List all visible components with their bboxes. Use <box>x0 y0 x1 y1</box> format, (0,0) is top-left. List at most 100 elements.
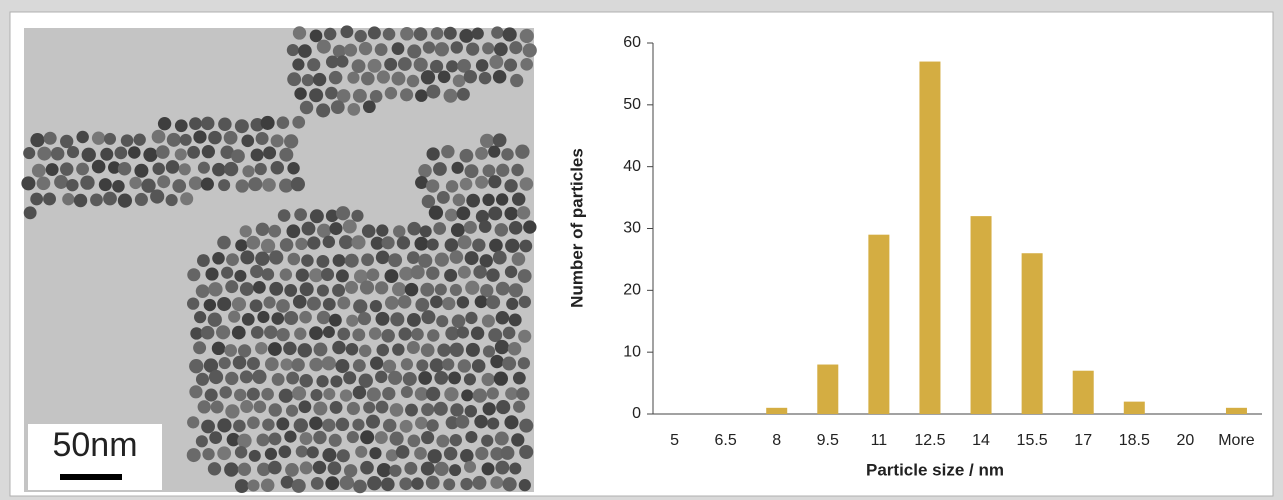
particle <box>496 400 511 415</box>
particle <box>366 268 380 282</box>
particle <box>508 221 523 235</box>
particle <box>221 266 234 279</box>
particle <box>187 416 200 429</box>
particle <box>392 343 405 356</box>
particle <box>489 55 504 69</box>
particle <box>414 387 429 401</box>
y-tick-label: 60 <box>623 34 641 51</box>
particle <box>328 313 342 327</box>
particle <box>313 430 327 445</box>
particle <box>239 282 254 296</box>
particle <box>490 354 504 369</box>
particle <box>449 250 464 264</box>
particle <box>443 478 456 491</box>
particle <box>418 164 432 178</box>
particle <box>389 464 402 477</box>
particle <box>448 371 462 385</box>
particle <box>316 375 329 388</box>
particle <box>370 356 384 370</box>
particle <box>329 222 343 236</box>
particle <box>268 460 282 475</box>
particle <box>382 418 397 433</box>
particle <box>475 209 489 224</box>
particle <box>31 163 46 178</box>
particle <box>267 342 282 356</box>
particle <box>232 355 247 370</box>
particle <box>37 146 52 161</box>
particle <box>465 311 478 325</box>
particle <box>400 386 413 399</box>
particle <box>141 178 156 193</box>
particle <box>250 117 265 132</box>
particle <box>309 88 324 103</box>
particle <box>60 134 74 149</box>
particle <box>381 477 395 492</box>
particle <box>513 400 526 413</box>
particle <box>481 462 495 476</box>
particle <box>491 26 504 39</box>
particle <box>330 100 345 114</box>
particle <box>495 311 510 325</box>
particle <box>509 41 523 55</box>
particle <box>466 42 480 56</box>
particle <box>76 162 89 176</box>
particle <box>200 325 215 340</box>
particle <box>207 312 222 327</box>
particle <box>434 283 447 296</box>
particle <box>217 235 231 250</box>
particle <box>248 177 263 192</box>
particle <box>234 445 248 459</box>
particle <box>332 44 346 58</box>
particle <box>294 327 307 340</box>
particle <box>286 44 299 57</box>
particle <box>165 194 178 207</box>
particle <box>346 430 359 444</box>
particle <box>443 446 458 461</box>
particle <box>295 445 308 458</box>
particle <box>482 345 496 358</box>
particle <box>388 370 403 385</box>
particle <box>494 339 510 355</box>
particle <box>62 193 75 206</box>
particle <box>416 359 429 372</box>
particle <box>519 239 533 253</box>
particle <box>309 357 324 372</box>
particle <box>470 326 485 340</box>
particle <box>278 388 293 403</box>
particle <box>395 445 410 459</box>
particle <box>338 235 354 250</box>
particle <box>346 314 359 327</box>
scale-bar <box>60 474 122 480</box>
particle <box>488 206 503 221</box>
particle <box>488 328 503 343</box>
particle <box>391 71 406 86</box>
particle <box>404 461 418 475</box>
particle <box>204 388 218 402</box>
particle <box>276 116 290 129</box>
particle <box>451 314 466 328</box>
particle <box>220 145 234 160</box>
particle <box>309 326 323 341</box>
particle <box>335 359 350 374</box>
particle <box>361 253 375 267</box>
bar <box>817 364 839 414</box>
particle <box>504 415 519 430</box>
particle <box>472 475 487 490</box>
particle <box>427 449 442 464</box>
scale-label: 50nm <box>52 426 137 464</box>
particle <box>166 132 181 147</box>
particle <box>322 418 336 432</box>
particle <box>294 208 307 221</box>
particle <box>344 253 359 268</box>
particle <box>235 179 249 193</box>
particle <box>264 325 278 340</box>
particle <box>325 86 338 100</box>
particle <box>250 148 264 162</box>
particle <box>330 375 343 388</box>
particle <box>353 269 368 284</box>
particle <box>317 223 332 238</box>
x-tick-label: More <box>1218 432 1255 449</box>
particle <box>375 250 390 265</box>
particle <box>510 73 524 88</box>
particle <box>178 163 191 176</box>
